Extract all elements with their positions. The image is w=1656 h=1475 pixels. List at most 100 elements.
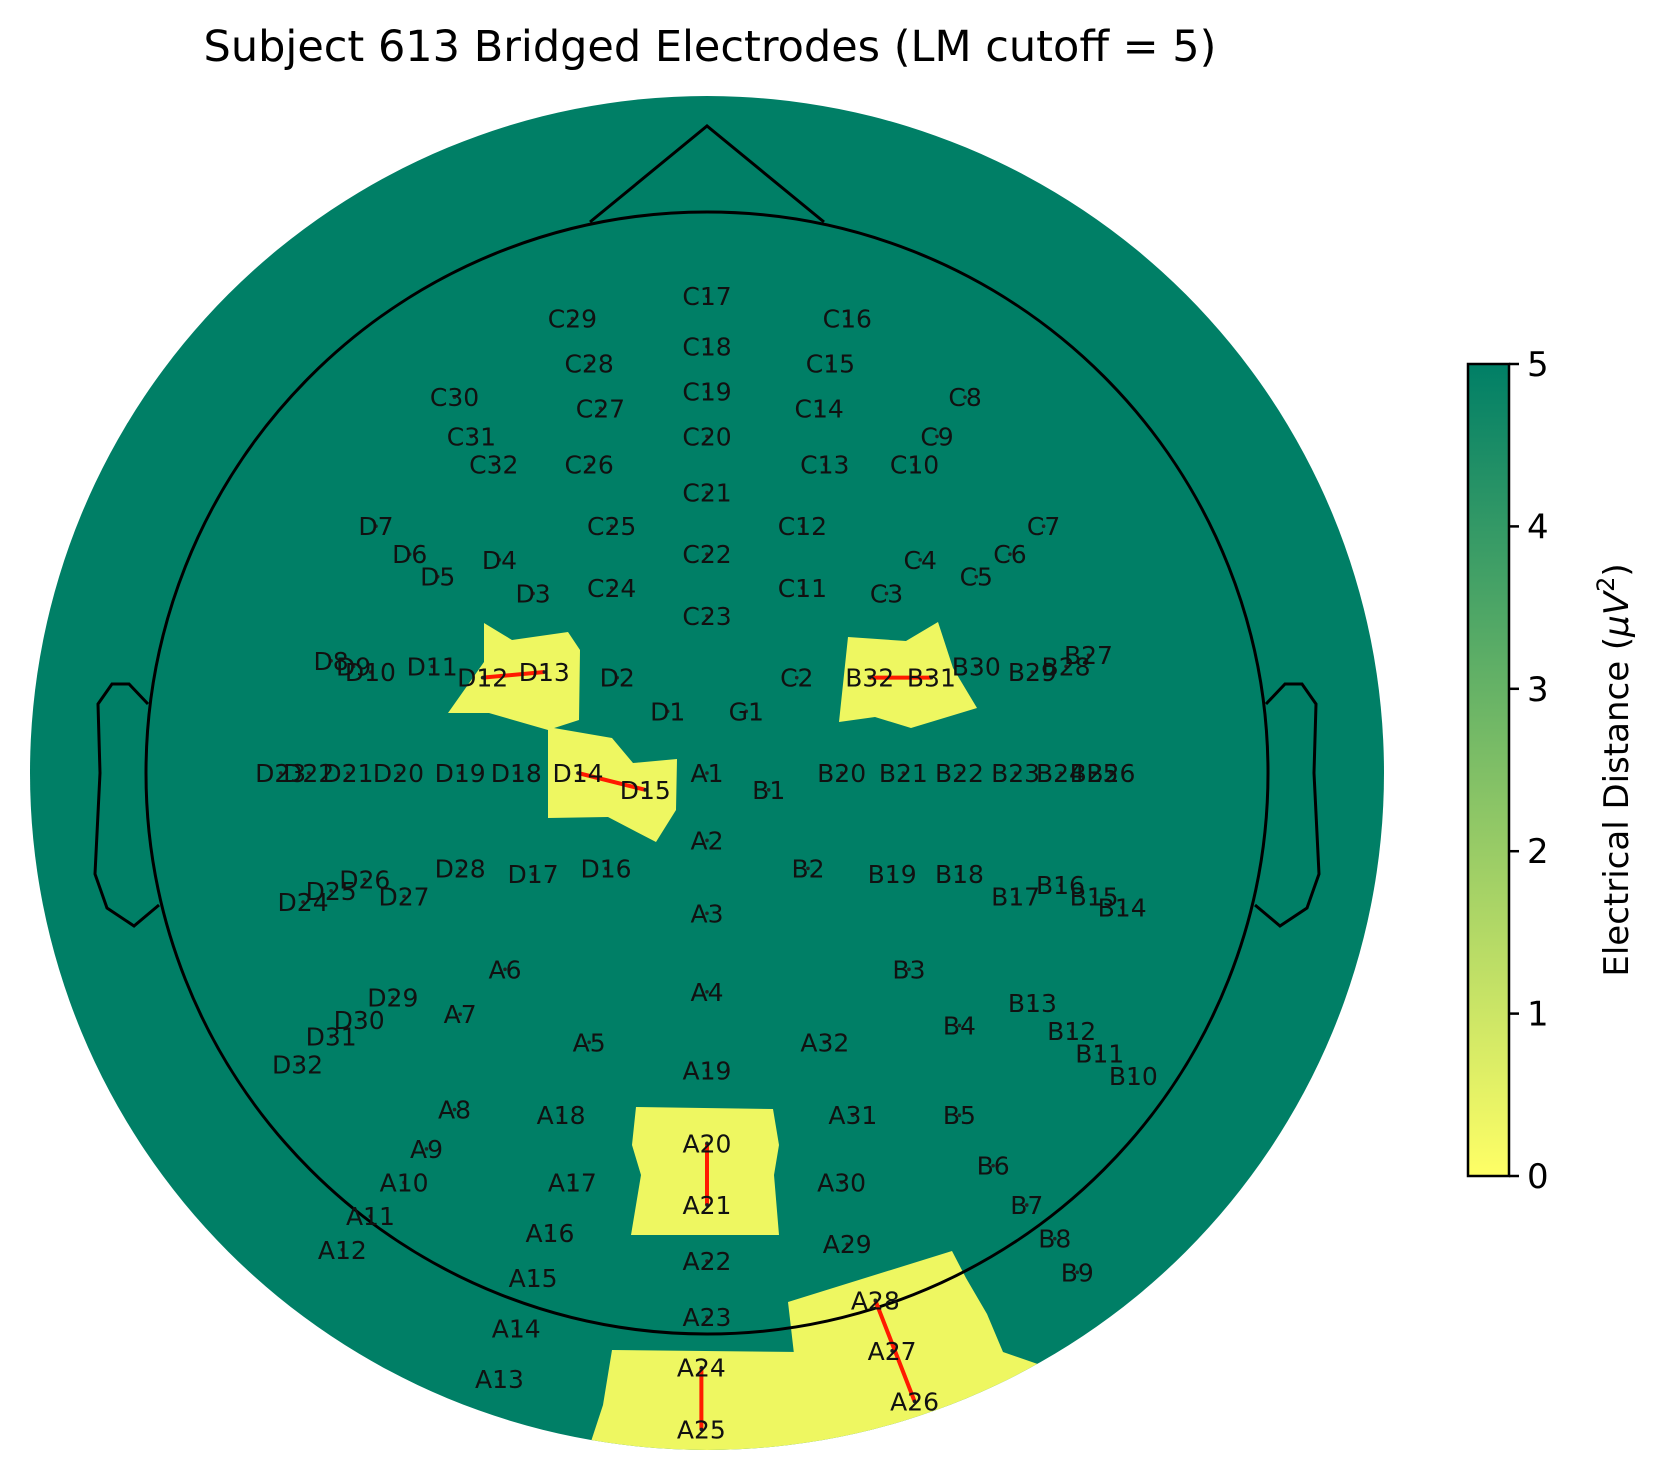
electrode-marker-b9 [1075,1270,1080,1275]
electrode-label-d4: D4 [482,546,517,575]
electrode-label-a10: A10 [380,1169,429,1198]
electrode-marker-c21 [705,490,709,495]
electrode-label-d7: D7 [358,512,393,541]
electrode-marker-d12 [480,675,485,680]
electrode-label-d9: D9 [336,652,371,681]
electrode-marker-a5 [587,1040,591,1045]
electrode-label-d24: D24 [278,888,329,917]
electrode-label-a32: A32 [800,1028,849,1057]
electrode-marker-a26 [912,1399,917,1404]
electrode-label-c21: C21 [682,479,731,508]
electrode-marker-c29 [570,316,575,321]
electrode-label-a9: A9 [410,1135,443,1164]
electrode-marker-c13 [823,462,827,467]
electrode-label-a1: A1 [690,759,723,788]
electrode-label-d27: D27 [379,882,430,911]
electrode-marker-c8 [963,395,967,399]
electrode-marker-d10 [368,670,373,674]
electrode-marker-a24 [699,1365,704,1370]
electrode-marker-d20 [396,771,401,775]
bridge-line-d12-d13 [482,670,545,680]
electrode-marker-c5 [974,574,979,579]
electrode-label-a19: A19 [683,1056,732,1085]
bridge-region-d14-d15 [548,727,677,842]
electrode-label-c7: C7 [1027,512,1060,541]
electrode-marker-a30 [839,1180,844,1185]
electrode-label-d31: D31 [306,1023,357,1052]
electrode-label-g1: G1 [729,697,764,726]
colorbar-tick-label: 2 [1527,832,1549,872]
electrode-label-c20: C20 [682,422,731,451]
electrode-label-b27: B27 [1064,641,1113,670]
electrode-marker-a14 [514,1326,519,1331]
electrode-marker-a29 [845,1242,850,1247]
electrode-label-c24: C24 [587,574,636,603]
electrode-marker-c20 [705,434,709,439]
electrode-marker-b24 [1058,771,1063,775]
electrode-marker-d6 [407,552,412,557]
electrode-marker-c31 [469,434,474,439]
electrode-dots [278,294,1136,1432]
electrode-label-b7: B7 [1010,1191,1043,1220]
left-ear-outline [93,682,160,928]
electrode-marker-c7 [1041,524,1046,528]
electrode-marker-d1 [665,709,670,714]
colorbar-ticks: 0 1 2 3 4 5 [1509,345,1549,1197]
electrode-label-b12: B12 [1047,1017,1096,1046]
colorbar-tick-label: 5 [1527,345,1549,385]
electrode-label-a12: A12 [318,1236,367,1265]
electrode-marker-a12 [340,1248,345,1252]
electrode-marker-d23 [278,771,283,775]
electrode-labels: C17 C18 C19 C20 C21 C22 C23 C29 C28 C27 C26 C25 C24 C… [255,282,1158,1444]
electrode-label-b24: B24 [1036,759,1085,788]
electrode-label-d19: D19 [435,759,486,788]
electrode-label-d5: D5 [420,563,455,592]
electrode-marker-c19 [705,389,709,394]
electrode-label-a16: A16 [525,1219,574,1248]
colorbar-gradient [1466,362,1511,1178]
electrode-marker-c22 [705,552,709,557]
electrode-marker-c24 [609,586,614,590]
electrode-marker-a19 [705,1068,709,1073]
electrode-label-c9: C9 [920,422,953,451]
electrode-marker-c32 [492,462,496,467]
electrode-label-d18: D18 [491,759,542,788]
electrode-marker-a18 [559,1113,563,1118]
electrode-label-c14: C14 [795,394,844,423]
electrode-marker-c12 [800,524,805,528]
electrode-label-d29: D29 [367,983,418,1012]
electrode-label-b1: B1 [752,776,785,805]
electrode-marker-b7 [1024,1203,1029,1207]
electrode-marker-a16 [548,1231,552,1235]
electrode-marker-d13 [542,670,547,674]
electrode-marker-c25 [609,524,614,528]
electrode-label-a30: A30 [817,1169,866,1198]
electrode-marker-b11 [1097,1051,1102,1056]
electrode-label-c12: C12 [778,512,827,541]
electrode-marker-d19 [458,771,462,775]
electrode-marker-c2 [794,675,799,680]
electrode-label-c31: C31 [447,422,496,451]
electrode-label-d3: D3 [516,579,551,608]
electrode-label-a23: A23 [683,1303,732,1332]
electrode-marker-c15 [828,361,833,366]
electrode-marker-a22 [705,1259,709,1263]
electrode-marker-d18 [514,771,519,775]
bridge-line-d14-d15 [577,771,646,792]
electrode-marker-a13 [497,1377,502,1381]
electrode-marker-b6 [991,1163,995,1168]
electrode-label-b28: B28 [1042,652,1091,681]
electrode-label-b14: B14 [1098,894,1147,923]
electrode-label-c28: C28 [565,349,614,378]
right-ear-outline [1254,682,1321,928]
colorbar-label: Electrical Distance (μV2) [1592,563,1637,976]
electrode-marker-a25 [699,1427,704,1432]
electrode-marker-d30 [357,1018,361,1022]
electrode-marker-b19 [890,872,894,876]
electrode-label-d17: D17 [508,860,559,889]
electrode-marker-b26 [1109,771,1113,775]
electrode-label-d23: D23 [255,759,306,788]
electrode-label-b9: B9 [1061,1258,1094,1287]
electrode-label-a31: A31 [828,1101,877,1130]
